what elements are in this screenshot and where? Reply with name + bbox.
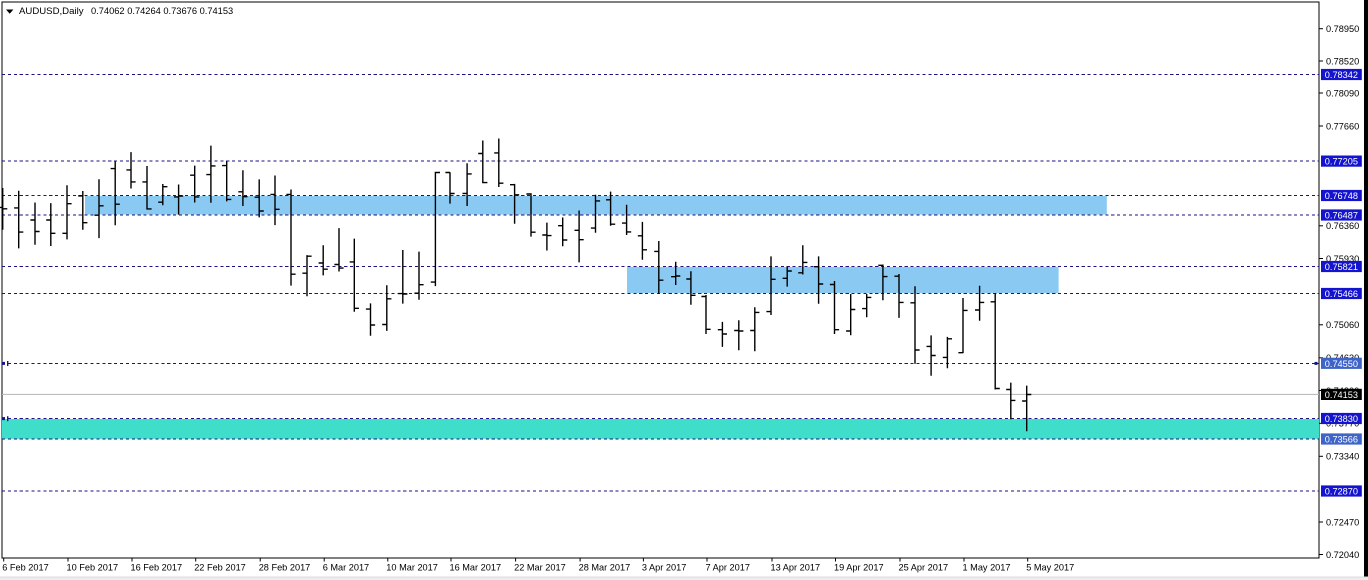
svg-text:10 Feb 2017: 10 Feb 2017 — [67, 563, 119, 573]
svg-text:0.74153: 0.74153 — [1325, 390, 1358, 400]
svg-text:6 Mar 2017: 6 Mar 2017 — [323, 563, 369, 573]
svg-text:25 Apr 2017: 25 Apr 2017 — [899, 563, 949, 573]
svg-text:22 Feb 2017: 22 Feb 2017 — [194, 563, 246, 573]
svg-text:3 Apr 2017: 3 Apr 2017 — [642, 563, 686, 573]
svg-text:0.76748: 0.76748 — [1325, 191, 1358, 201]
svg-text:0.76487: 0.76487 — [1325, 211, 1358, 221]
svg-text:0.76360: 0.76360 — [1326, 221, 1359, 231]
svg-text:AUDUSD,Daily: AUDUSD,Daily — [19, 6, 84, 17]
svg-text:16 Feb 2017: 16 Feb 2017 — [131, 563, 183, 573]
svg-text:22 Mar 2017: 22 Mar 2017 — [514, 563, 566, 573]
svg-text:0.74062 0.74264 0.73676 0.7415: 0.74062 0.74264 0.73676 0.74153 — [91, 6, 233, 16]
svg-text:1 May 2017: 1 May 2017 — [963, 563, 1011, 573]
svg-text:0.72040: 0.72040 — [1326, 550, 1359, 560]
svg-text:0.78342: 0.78342 — [1325, 70, 1358, 80]
svg-text:0.74550: 0.74550 — [1325, 359, 1358, 369]
svg-text:10 Mar 2017: 10 Mar 2017 — [386, 563, 438, 573]
svg-text:0.77205: 0.77205 — [1325, 157, 1358, 167]
svg-text:19 Apr 2017: 19 Apr 2017 — [834, 563, 884, 573]
svg-text:0.78950: 0.78950 — [1326, 24, 1359, 34]
svg-text:6 Feb 2017: 6 Feb 2017 — [2, 563, 49, 573]
svg-text:13 Apr 2017: 13 Apr 2017 — [771, 563, 821, 573]
svg-text:0.75466: 0.75466 — [1325, 289, 1358, 299]
svg-text:0.73830: 0.73830 — [1325, 414, 1358, 424]
svg-text:0.73340: 0.73340 — [1326, 452, 1359, 462]
svg-text:0.77660: 0.77660 — [1326, 121, 1359, 131]
svg-text:0.75930: 0.75930 — [1326, 254, 1359, 264]
svg-text:0.78520: 0.78520 — [1326, 56, 1359, 66]
svg-text:0.75060: 0.75060 — [1326, 320, 1359, 330]
svg-text:7 Apr 2017: 7 Apr 2017 — [706, 563, 750, 573]
svg-text:0.78090: 0.78090 — [1326, 88, 1359, 98]
svg-text:0.72870: 0.72870 — [1325, 487, 1358, 497]
svg-text:5 May 2017: 5 May 2017 — [1026, 563, 1074, 573]
svg-text:28 Feb 2017: 28 Feb 2017 — [259, 563, 311, 573]
svg-text:16 Mar 2017: 16 Mar 2017 — [450, 563, 502, 573]
svg-text:0.75821: 0.75821 — [1325, 262, 1358, 272]
svg-text:0.73566: 0.73566 — [1325, 435, 1358, 445]
svg-text:0.72470: 0.72470 — [1326, 517, 1359, 527]
svg-text:28 Mar 2017: 28 Mar 2017 — [579, 563, 631, 573]
